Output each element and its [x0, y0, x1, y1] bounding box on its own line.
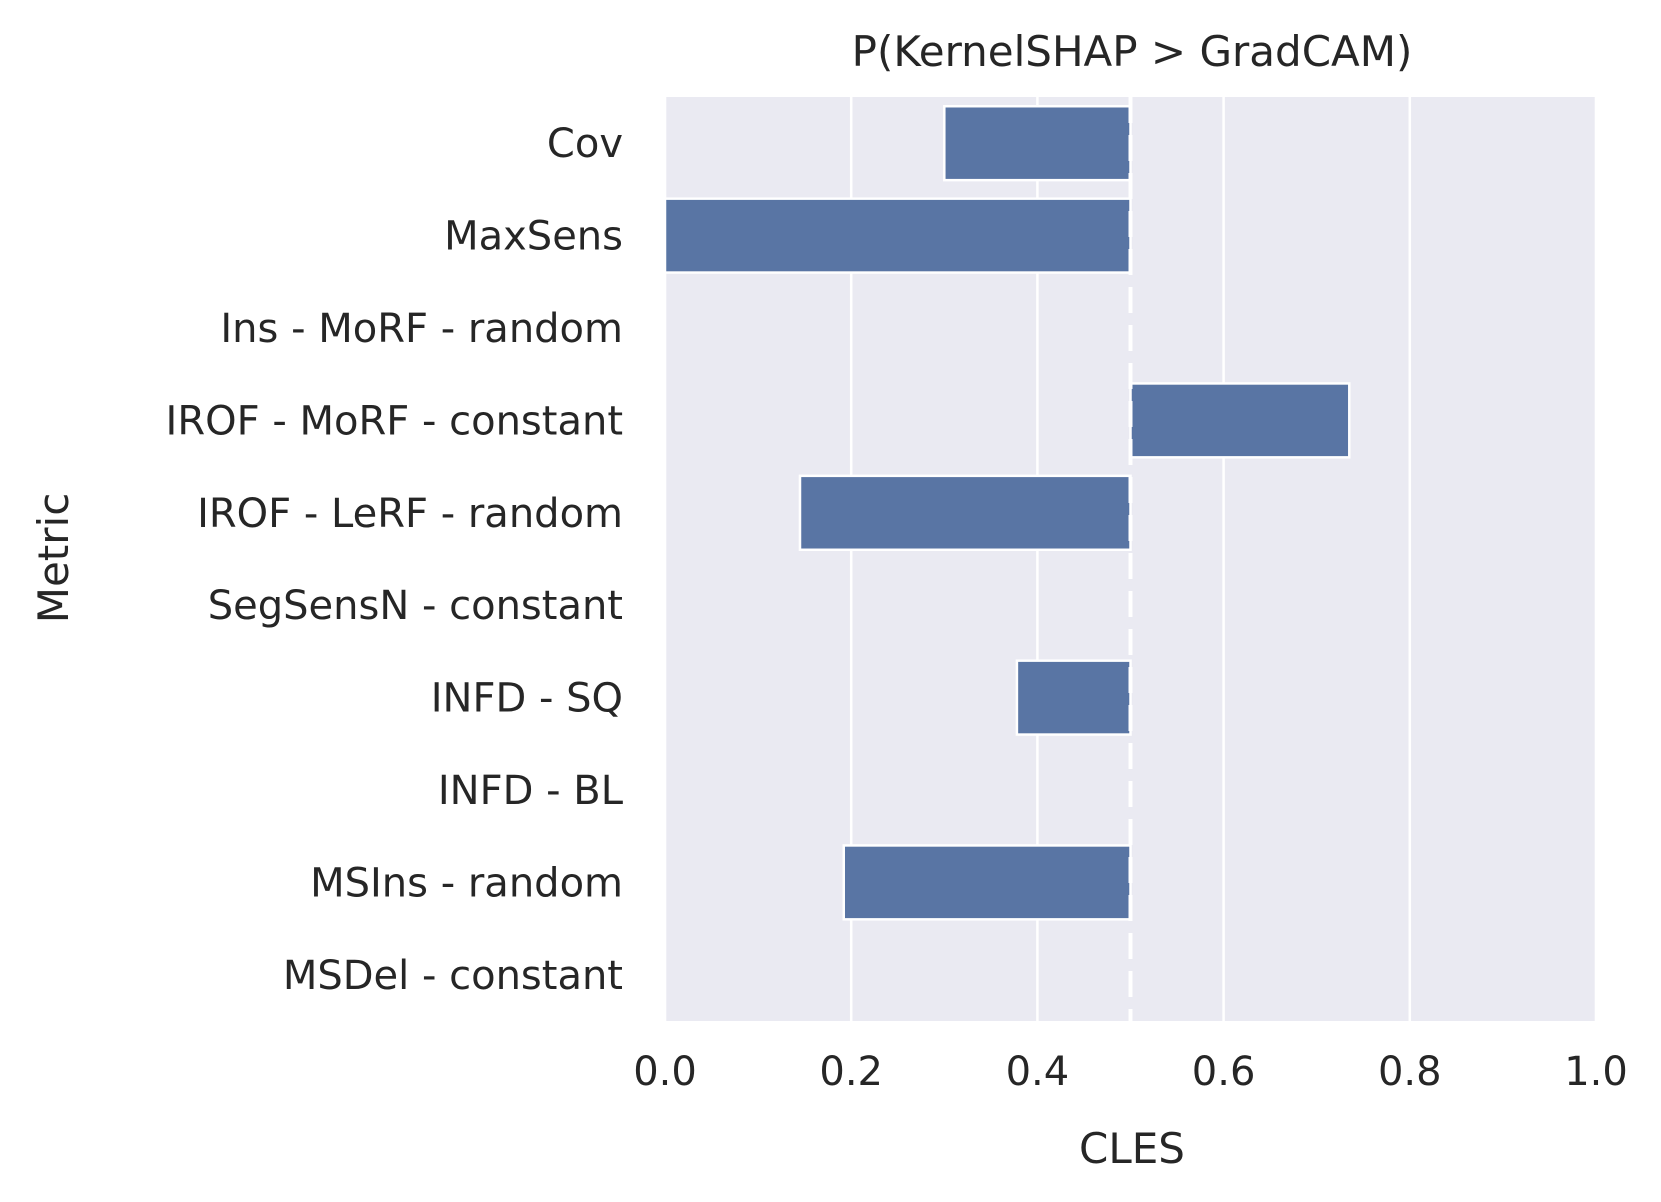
- y-axis-label: Metric: [29, 493, 78, 624]
- x-tick-label: 0.4: [1006, 1049, 1070, 1095]
- bar: [798, 474, 1132, 552]
- chart-title: P(KernelSHAP > GradCAM): [852, 27, 1413, 76]
- x-tick-label: 1.0: [1564, 1049, 1628, 1095]
- y-tick-label: MaxSens: [444, 214, 623, 260]
- y-tick-label: MSIns - random: [310, 860, 623, 906]
- y-tick-label: INFD - BL: [438, 768, 624, 814]
- x-tick-label: 0.8: [1378, 1049, 1442, 1095]
- bar: [842, 844, 1132, 921]
- bar: [943, 104, 1132, 182]
- y-tick-label: IROF - LeRF - random: [197, 491, 623, 537]
- y-tick-label: IROF - MoRF - constant: [166, 398, 623, 444]
- y-tick-labels: Cov MaxSens Ins - MoRF - random IROF - MoRF…: [166, 121, 624, 999]
- x-tick-label: 0.2: [819, 1049, 883, 1095]
- y-tick-label: MSDel - constant: [283, 953, 623, 999]
- y-tick-label: Cov: [547, 121, 623, 167]
- x-axis-label: CLES: [1079, 1124, 1185, 1173]
- x-tick-label: 0.0: [633, 1049, 697, 1095]
- bar: [1129, 382, 1351, 459]
- bar: [1015, 659, 1132, 736]
- y-tick-label: SegSensN - constant: [208, 583, 623, 629]
- x-tick-label: 0.6: [1192, 1049, 1256, 1095]
- x-tick-labels: 0.0 0.2 0.4 0.6 0.8 1.0: [633, 1049, 1628, 1095]
- y-tick-label: INFD - SQ: [431, 676, 623, 722]
- y-tick-label: Ins - MoRF - random: [220, 306, 623, 352]
- bar: [663, 197, 1132, 274]
